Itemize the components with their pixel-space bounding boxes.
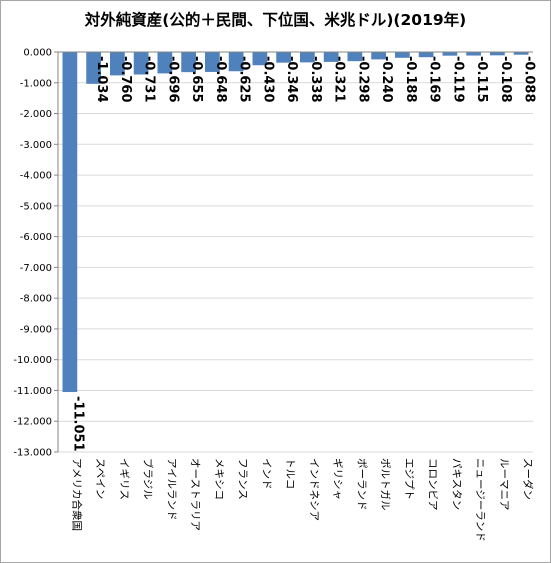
- x-tick-label: ポーランド: [355, 458, 367, 511]
- data-label: -0.169: [427, 56, 442, 103]
- data-label: -0.115: [474, 56, 489, 103]
- data-label: -0.338: [308, 56, 323, 103]
- x-tick-label: ブラジル: [142, 458, 155, 500]
- bar: [62, 52, 78, 393]
- bar: [300, 52, 315, 63]
- data-label: -0.119: [450, 56, 465, 103]
- y-tick-label: -8.000: [20, 294, 52, 305]
- y-tick-label: -6.000: [20, 232, 52, 243]
- data-labels: -11.051 -1.034 -0.760 -0.731 -0.696 -0.655 -0.…: [70, 56, 536, 452]
- x-tick-label: ニュージーランド: [474, 458, 486, 542]
- bar: [252, 52, 268, 66]
- data-label: -0.648: [213, 56, 228, 103]
- x-tick-label: インドネシア: [308, 458, 320, 521]
- y-tick-label: -2.000: [20, 109, 52, 120]
- x-tick-label: ポルトガル: [379, 458, 391, 511]
- bar: [86, 52, 101, 84]
- y-tick-label: -7.000: [20, 263, 52, 274]
- x-tick-label: メキシコ: [213, 458, 225, 500]
- axes: [54, 51, 533, 453]
- gridlines: [58, 82, 533, 453]
- bar: [395, 52, 410, 58]
- data-label: -0.760: [118, 56, 133, 103]
- bar: [347, 52, 363, 62]
- x-tick-label: スーダン: [522, 458, 535, 500]
- y-tick-labels: 0.000 -1.000 -2.000 -3.000 -4.000 -5.000 -6.00…: [13, 48, 52, 459]
- y-tick-label: -1.000: [20, 78, 52, 89]
- y-tick-label: -5.000: [20, 201, 52, 212]
- chart-title: 対外純資産(公的＋民間、下位国、米兆ドル)(2019年): [84, 11, 467, 29]
- data-label: -0.696: [165, 56, 180, 103]
- data-label: -0.298: [355, 56, 370, 103]
- data-label: -0.240: [379, 56, 394, 103]
- bar: [418, 52, 434, 58]
- y-tick-label: -13.000: [13, 448, 52, 459]
- bar: [157, 52, 173, 74]
- data-label: -0.321: [332, 56, 347, 103]
- y-tick-label: -4.000: [20, 171, 52, 182]
- data-label: -0.731: [142, 56, 157, 103]
- x-tick-label: インド: [260, 458, 272, 490]
- x-tick-label: トルコ: [284, 458, 296, 489]
- data-label: -1.034: [94, 56, 109, 103]
- data-label: -0.188: [403, 56, 418, 103]
- x-tick-label: フランス: [237, 458, 249, 500]
- data-label: -0.625: [237, 56, 252, 103]
- bar: [466, 52, 481, 56]
- bar: [371, 52, 386, 60]
- x-tick-label: ギリシャ: [332, 458, 344, 500]
- data-label: -0.655: [189, 56, 204, 103]
- data-label: -0.108: [498, 56, 513, 103]
- bar: [490, 52, 505, 56]
- x-tick-label: エジプト: [403, 458, 415, 500]
- x-tick-label: イギリス: [118, 458, 130, 500]
- y-tick-label: -11.000: [13, 386, 52, 397]
- bar: [228, 52, 244, 72]
- bar: [181, 52, 196, 73]
- x-tick-label: ルーマニア: [498, 458, 510, 511]
- x-tick-label: コロンビア: [427, 458, 439, 511]
- data-label: -0.430: [260, 56, 275, 103]
- bar: [110, 52, 125, 76]
- x-tick-labels: アメリカ合衆国 スペイン イギリス ブラジル アイルランド オーストラリア メキシコ フランス…: [70, 458, 534, 542]
- x-tick-label: アメリカ合衆国: [70, 458, 83, 531]
- bars: [62, 52, 529, 393]
- bar: [205, 52, 220, 72]
- y-tick-label: -9.000: [20, 324, 52, 335]
- bar: [442, 52, 458, 56]
- x-tick-label: パキスタン: [450, 458, 462, 510]
- x-tick-label: オーストラリア: [189, 458, 201, 531]
- y-tick-label: -3.000: [20, 140, 52, 151]
- bar: [513, 52, 529, 55]
- data-label: -0.088: [522, 56, 537, 103]
- y-tick-label: -10.000: [13, 355, 52, 366]
- y-tick-label: 0.000: [23, 48, 52, 59]
- bar: [323, 52, 339, 62]
- bar: [133, 52, 149, 75]
- y-tick-label: -12.000: [13, 417, 52, 428]
- x-tick-label: アイルランド: [165, 458, 177, 520]
- x-tick-label: スペイン: [94, 458, 106, 499]
- data-label: -0.346: [284, 56, 299, 103]
- bar: [276, 52, 291, 63]
- data-label: -11.051: [70, 396, 85, 452]
